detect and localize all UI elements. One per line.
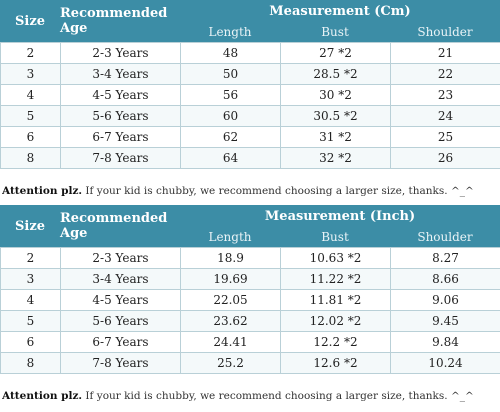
size-table: 2 2-3 Years 18.9 10.63 *2 8.27 3 3-4 Yea… — [0, 247, 500, 374]
cell-bust: 12.02 *2 — [280, 310, 391, 332]
cell-size: 5 — [0, 105, 61, 127]
cell-age: 7-8 Years — [60, 352, 181, 374]
cell-bust: 30.5 *2 — [280, 105, 391, 127]
cell-bust: 12.6 *2 — [280, 352, 391, 374]
cell-size: 6 — [0, 126, 61, 148]
attention-label: Attention plz. — [2, 390, 83, 402]
cell-bust: 32 *2 — [280, 147, 391, 169]
table-row: 3 3-4 Years 19.69 11.22 *2 8.66 — [0, 268, 500, 290]
table-row: 3 3-4 Years 50 28.5 *2 22 — [0, 63, 500, 85]
table-row: 6 6-7 Years 24.41 12.2 *2 9.84 — [0, 331, 500, 353]
header-recommended-age: Recommended Age — [60, 6, 168, 36]
cell-length: 25.2 — [180, 352, 281, 374]
cell-size: 3 — [0, 268, 61, 290]
table-row: 4 4-5 Years 56 30 *2 23 — [0, 84, 500, 106]
cell-shoulder: 10.24 — [390, 352, 500, 374]
cell-length: 18.9 — [180, 247, 281, 269]
cell-size: 2 — [0, 42, 61, 64]
header-size: Size — [15, 218, 45, 234]
cell-bust: 10.63 *2 — [280, 247, 391, 269]
cell-age: 6-7 Years — [60, 126, 181, 148]
cell-bust: 11.22 *2 — [280, 268, 391, 290]
cell-shoulder: 23 — [390, 84, 500, 106]
size-table: 2 2-3 Years 48 27 *2 21 3 3-4 Years 50 2… — [0, 42, 500, 169]
cell-size: 2 — [0, 247, 61, 269]
cell-age: 4-5 Years — [60, 84, 181, 106]
header-size: Size — [15, 13, 45, 29]
table-row: 6 6-7 Years 62 31 *2 25 — [0, 126, 500, 148]
cell-age: 3-4 Years — [60, 268, 181, 290]
cell-length: 62 — [180, 126, 281, 148]
cell-length: 56 — [180, 84, 281, 106]
cell-size: 5 — [0, 310, 61, 332]
header-shoulder: Shoulder — [417, 230, 473, 244]
cell-age: 2-3 Years — [60, 42, 181, 64]
table-row: 8 7-8 Years 64 32 *2 26 — [0, 147, 500, 169]
table-row: 5 5-6 Years 23.62 12.02 *2 9.45 — [0, 310, 500, 332]
cell-shoulder: 8.66 — [390, 268, 500, 290]
table-row: 2 2-3 Years 48 27 *2 21 — [0, 42, 500, 64]
cell-shoulder: 22 — [390, 63, 500, 85]
attention-note: Attention plz. If your kid is chubby, we… — [2, 183, 498, 199]
header-bust: Bust — [321, 230, 349, 244]
table-header: Size Recommended Age Measurement (Inch) … — [0, 205, 500, 247]
attention-text: If your kid is chubby, we recommend choo… — [82, 390, 474, 402]
table-header: Size Recommended Age Measurement (Cm) Le… — [0, 0, 500, 42]
attention-text: If your kid is chubby, we recommend choo… — [82, 185, 474, 197]
cell-length: 19.69 — [180, 268, 281, 290]
cell-bust: 30 *2 — [280, 84, 391, 106]
cell-size: 6 — [0, 331, 61, 353]
header-length: Length — [208, 25, 252, 39]
header-measurement: Measurement (Cm) — [269, 3, 411, 19]
cell-shoulder: 24 — [390, 105, 500, 127]
header-length: Length — [208, 230, 252, 244]
cell-bust: 27 *2 — [280, 42, 391, 64]
cell-length: 48 — [180, 42, 281, 64]
cell-length: 24.41 — [180, 331, 281, 353]
header-recommended-age: Recommended Age — [60, 211, 168, 241]
cell-bust: 31 *2 — [280, 126, 391, 148]
cell-shoulder: 26 — [390, 147, 500, 169]
cell-bust: 12.2 *2 — [280, 331, 391, 353]
table-row: 8 7-8 Years 25.2 12.6 *2 10.24 — [0, 352, 500, 374]
header-bust: Bust — [321, 25, 349, 39]
cell-shoulder: 9.06 — [390, 289, 500, 311]
cell-age: 2-3 Years — [60, 247, 181, 269]
cell-age: 6-7 Years — [60, 331, 181, 353]
cell-age: 4-5 Years — [60, 289, 181, 311]
table-row: 5 5-6 Years 60 30.5 *2 24 — [0, 105, 500, 127]
attention-label: Attention plz. — [2, 185, 83, 197]
cell-length: 64 — [180, 147, 281, 169]
cell-length: 23.62 — [180, 310, 281, 332]
cell-size: 8 — [0, 352, 61, 374]
table-row: 2 2-3 Years 18.9 10.63 *2 8.27 — [0, 247, 500, 269]
cell-shoulder: 25 — [390, 126, 500, 148]
cell-age: 5-6 Years — [60, 310, 181, 332]
cell-shoulder: 9.84 — [390, 331, 500, 353]
header-shoulder: Shoulder — [417, 25, 473, 39]
cell-size: 4 — [0, 84, 61, 106]
cell-size: 8 — [0, 147, 61, 169]
cell-shoulder: 21 — [390, 42, 500, 64]
table-row: 4 4-5 Years 22.05 11.81 *2 9.06 — [0, 289, 500, 311]
cell-age: 3-4 Years — [60, 63, 181, 85]
cell-length: 60 — [180, 105, 281, 127]
cell-bust: 28.5 *2 — [280, 63, 391, 85]
cell-shoulder: 9.45 — [390, 310, 500, 332]
cell-size: 4 — [0, 289, 61, 311]
cell-bust: 11.81 *2 — [280, 289, 391, 311]
cell-age: 7-8 Years — [60, 147, 181, 169]
cell-length: 50 — [180, 63, 281, 85]
cell-shoulder: 8.27 — [390, 247, 500, 269]
cell-age: 5-6 Years — [60, 105, 181, 127]
header-measurement: Measurement (Inch) — [264, 208, 416, 224]
cell-length: 22.05 — [180, 289, 281, 311]
cell-size: 3 — [0, 63, 61, 85]
attention-note: Attention plz. If your kid is chubby, we… — [2, 388, 498, 404]
